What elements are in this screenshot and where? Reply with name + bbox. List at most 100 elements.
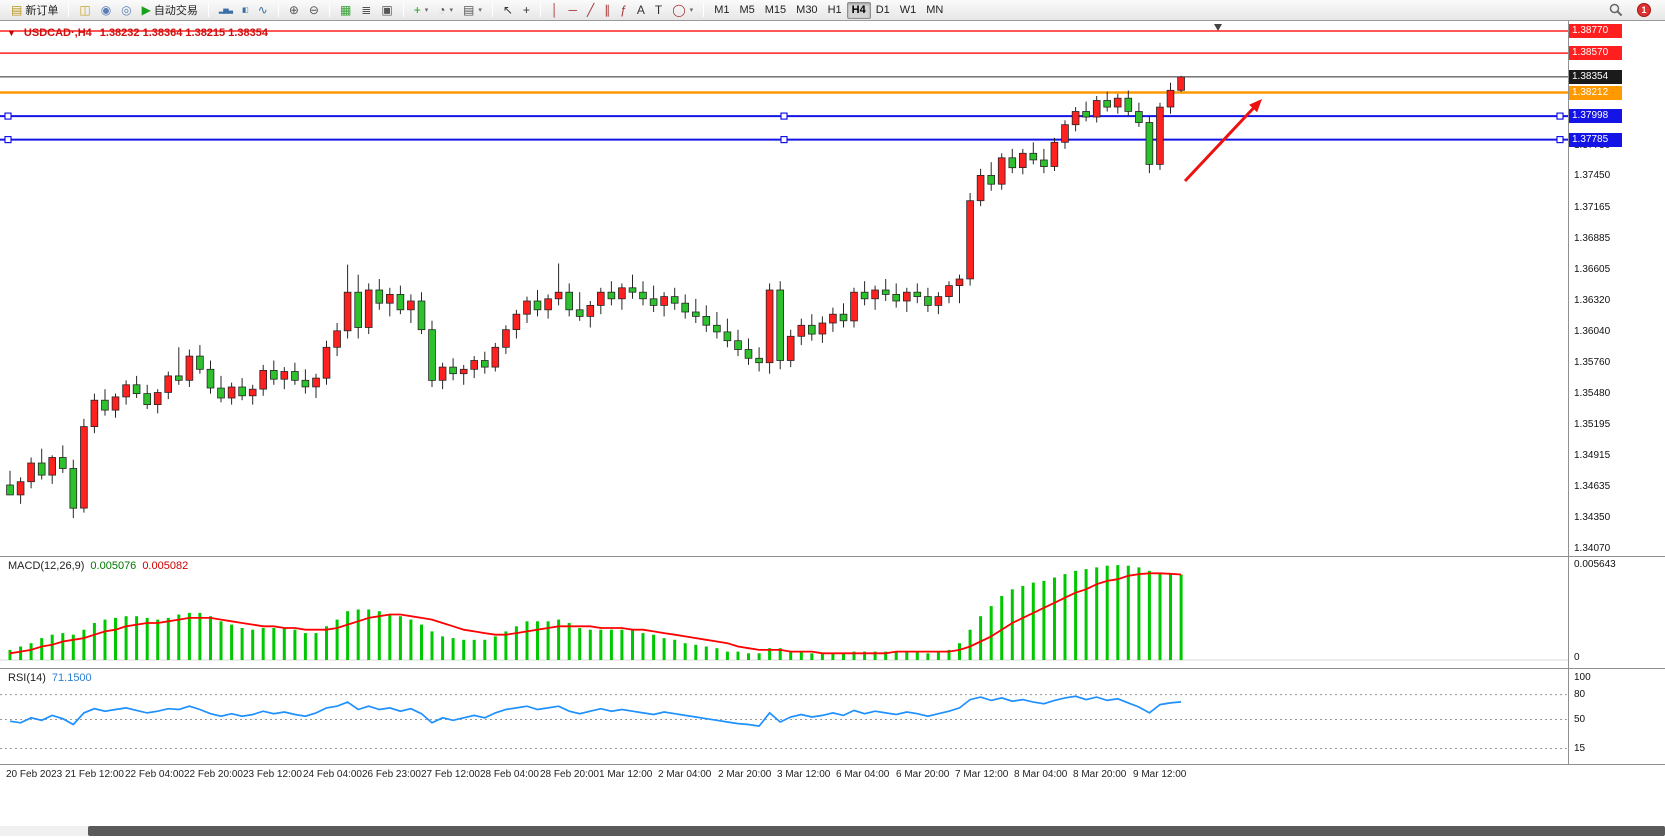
text-button[interactable]: A xyxy=(632,2,650,19)
bearish-candle xyxy=(565,291,573,311)
time-axis-label: 2 Mar 04:00 xyxy=(658,769,712,780)
bearish-candle xyxy=(723,331,732,342)
line-chart-button[interactable]: ∿ xyxy=(253,2,273,19)
candlestick-chart-button[interactable]: ▮▯ xyxy=(237,2,253,19)
arrow-annotation[interactable] xyxy=(1183,102,1259,183)
bullish-candle xyxy=(343,291,352,332)
bullish-candle xyxy=(797,324,806,337)
toolbar: ▤ 新订单 ◫ ◉ ◎ ▶ 自动交易 ▂▅▃ ▮▯ ∿ ⊕ ⊖ ▦ ≣ ▣ + ▾ ◔ ▾ ▤ ▾ ↖ + │ ─ ╱ ∥ ƒ A T ◯ ▾… xyxy=(0,0,1665,21)
macd-histogram-bar xyxy=(799,651,803,660)
tile-windows-button[interactable]: ▦ xyxy=(335,2,356,19)
bearish-candle xyxy=(692,311,700,317)
tf-h1-button[interactable]: H1 xyxy=(823,2,847,19)
trendline-button[interactable]: ╱ xyxy=(582,2,599,19)
macd-histogram-bar xyxy=(92,623,96,660)
line-handle[interactable] xyxy=(4,135,12,144)
zoom-out-button[interactable]: ⊖ xyxy=(304,2,324,19)
navigator-button[interactable]: ◎ xyxy=(116,2,136,19)
tf-m5-button[interactable]: M5 xyxy=(734,2,759,19)
fibonacci-button[interactable]: ƒ xyxy=(615,2,632,19)
macd-histogram-bar xyxy=(504,631,508,660)
new-order-button-label: 新订单 xyxy=(25,5,59,17)
bearish-candle xyxy=(881,289,890,295)
time-axis-label: 28 Feb 04:00 xyxy=(480,769,539,780)
tf-w1-button-label: W1 xyxy=(899,4,917,16)
panel-splitter[interactable] xyxy=(0,556,1665,557)
new-order-button[interactable]: ▤ 新订单 xyxy=(6,2,63,19)
macd-canvas[interactable] xyxy=(0,557,1568,668)
cascade-windows-button[interactable]: ▣ xyxy=(376,2,397,19)
search-icon[interactable] xyxy=(1604,2,1628,19)
bullish-candle xyxy=(227,386,236,399)
macd-histogram-bar xyxy=(187,612,191,660)
toolbar-separator xyxy=(68,3,70,17)
line-handle[interactable] xyxy=(4,112,12,120)
macd-histogram-bar xyxy=(430,631,434,660)
panel-splitter[interactable] xyxy=(0,764,1665,765)
notification-badge[interactable]: 1 xyxy=(1637,3,1651,17)
bullish-candle xyxy=(523,300,531,315)
rsi-canvas[interactable] xyxy=(0,669,1568,764)
line-handle[interactable] xyxy=(1556,135,1564,144)
shapes-button[interactable]: ◯ ▾ xyxy=(667,2,698,19)
text-label-button[interactable]: T xyxy=(650,2,667,19)
cursor-icon: ↖ xyxy=(502,3,513,17)
indicators-list-button[interactable]: ≣ xyxy=(356,2,376,19)
tf-m1-button[interactable]: M1 xyxy=(709,2,734,19)
line-handle[interactable] xyxy=(780,135,788,144)
horizontal-scrollbar[interactable] xyxy=(0,826,1665,836)
navigator-icon: ◎ xyxy=(121,3,132,17)
macd-value: 0.005076 xyxy=(90,560,137,572)
tf-d1-button-label: D1 xyxy=(875,4,890,16)
tf-h4-button[interactable]: H4 xyxy=(846,1,871,19)
bearish-candle xyxy=(860,291,869,300)
auto-trading-button[interactable]: ▶ 自动交易 xyxy=(137,2,203,19)
crosshair-button[interactable]: + xyxy=(518,2,535,19)
periods-button[interactable]: ◔ ▾ xyxy=(433,2,458,19)
macd-histogram-bar xyxy=(662,638,666,660)
main-chart-canvas[interactable] xyxy=(0,21,1568,556)
macd-histogram-bar xyxy=(936,651,940,660)
scrollbar-thumb[interactable] xyxy=(88,826,1665,836)
profiles-button[interactable]: ◫ xyxy=(74,2,95,19)
bullish-candle xyxy=(955,278,964,286)
bullish-candle xyxy=(470,360,478,370)
one-click-trading-toggle[interactable]: ▼ xyxy=(7,28,16,38)
toolbar-separator xyxy=(539,3,541,17)
line-handle[interactable] xyxy=(780,112,788,120)
macd-histogram-bar xyxy=(198,612,202,660)
price-axis: 1.377301.374501.371651.368851.366051.363… xyxy=(1568,21,1665,765)
templates-button[interactable]: ▤ ▾ xyxy=(458,2,487,19)
equidistant-channel-button[interactable]: ∥ xyxy=(599,2,615,19)
add-indicator-button[interactable]: + ▾ xyxy=(409,2,434,19)
rsi-indicator-label: RSI(14) 71.1500 xyxy=(8,672,92,684)
line-chart-icon: ∿ xyxy=(257,3,268,17)
chart-shift-marker[interactable] xyxy=(1214,24,1222,31)
market-watch-button[interactable]: ◉ xyxy=(96,2,116,19)
bullish-candle xyxy=(438,366,447,381)
macd-histogram-bar xyxy=(778,648,782,660)
macd-histogram-bar xyxy=(599,629,603,660)
bullish-candle xyxy=(586,304,595,317)
zoom-in-button[interactable]: ⊕ xyxy=(284,2,304,19)
bar-chart-button[interactable]: ▂▅▃ xyxy=(214,2,237,19)
horizontal-line-button[interactable]: ─ xyxy=(563,2,582,19)
panel-splitter[interactable] xyxy=(0,668,1665,669)
vertical-line-button[interactable]: │ xyxy=(546,2,564,19)
tf-d1-button[interactable]: D1 xyxy=(871,2,895,19)
tf-w1-button[interactable]: W1 xyxy=(895,2,922,19)
bullish-candle xyxy=(966,200,974,280)
chart-window: ▼ USDCAD·,H4 1.38232 1.38364 1.38215 1.3… xyxy=(0,21,1665,787)
bullish-candle xyxy=(554,291,563,300)
bearish-candle xyxy=(206,368,215,389)
macd-histogram-bar xyxy=(652,634,656,660)
tf-mn-button[interactable]: MN xyxy=(921,2,948,19)
bullish-candle xyxy=(829,313,837,324)
cursor-button[interactable]: ↖ xyxy=(498,2,518,19)
tf-m15-button[interactable]: M15 xyxy=(760,2,791,19)
macd-histogram-bar xyxy=(725,651,729,660)
toolbar-separator xyxy=(491,3,493,17)
macd-histogram-bar xyxy=(567,623,571,660)
tf-m30-button[interactable]: M30 xyxy=(791,2,822,19)
line-handle[interactable] xyxy=(1556,112,1564,120)
